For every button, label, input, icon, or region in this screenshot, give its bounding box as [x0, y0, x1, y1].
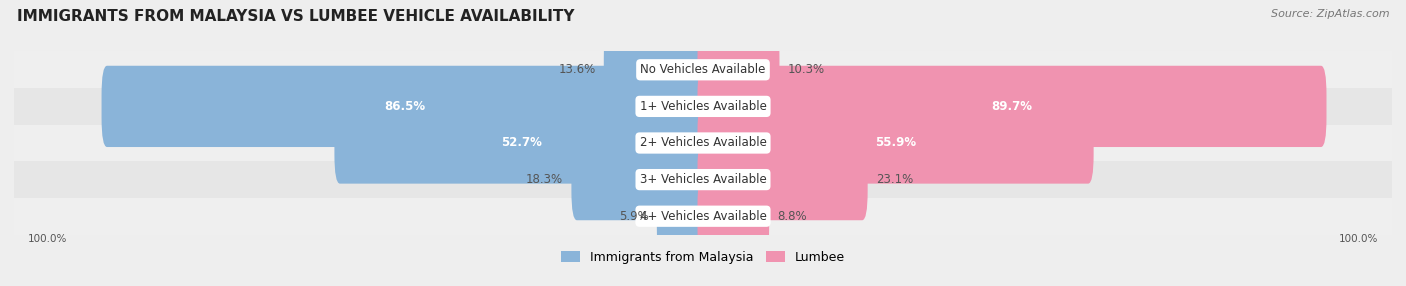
Text: 100.0%: 100.0%: [28, 234, 67, 244]
Text: 55.9%: 55.9%: [875, 136, 917, 150]
FancyBboxPatch shape: [657, 176, 709, 257]
FancyBboxPatch shape: [697, 29, 779, 110]
Text: 23.1%: 23.1%: [876, 173, 912, 186]
Bar: [14, 198, 1392, 235]
Text: 86.5%: 86.5%: [384, 100, 426, 113]
Text: 2+ Vehicles Available: 2+ Vehicles Available: [640, 136, 766, 150]
Text: No Vehicles Available: No Vehicles Available: [640, 63, 766, 76]
FancyBboxPatch shape: [603, 29, 709, 110]
Legend: Immigrants from Malaysia, Lumbee: Immigrants from Malaysia, Lumbee: [557, 246, 849, 269]
Text: 52.7%: 52.7%: [501, 136, 541, 150]
Text: 1+ Vehicles Available: 1+ Vehicles Available: [640, 100, 766, 113]
FancyBboxPatch shape: [697, 176, 769, 257]
Text: 10.3%: 10.3%: [787, 63, 825, 76]
FancyBboxPatch shape: [571, 139, 709, 220]
FancyBboxPatch shape: [697, 102, 1094, 184]
Bar: [14, 51, 1392, 88]
FancyBboxPatch shape: [335, 102, 709, 184]
Text: IMMIGRANTS FROM MALAYSIA VS LUMBEE VEHICLE AVAILABILITY: IMMIGRANTS FROM MALAYSIA VS LUMBEE VEHIC…: [17, 9, 575, 23]
Text: 100.0%: 100.0%: [1339, 234, 1378, 244]
Text: 89.7%: 89.7%: [991, 100, 1032, 113]
FancyBboxPatch shape: [101, 66, 709, 147]
Text: Source: ZipAtlas.com: Source: ZipAtlas.com: [1271, 9, 1389, 19]
Bar: [14, 125, 1392, 161]
Bar: [14, 88, 1392, 125]
FancyBboxPatch shape: [697, 66, 1326, 147]
FancyBboxPatch shape: [697, 139, 868, 220]
Text: 18.3%: 18.3%: [526, 173, 564, 186]
Text: 3+ Vehicles Available: 3+ Vehicles Available: [640, 173, 766, 186]
Text: 4+ Vehicles Available: 4+ Vehicles Available: [640, 210, 766, 223]
Text: 8.8%: 8.8%: [778, 210, 807, 223]
Text: 13.6%: 13.6%: [558, 63, 596, 76]
Bar: [14, 161, 1392, 198]
Text: 5.9%: 5.9%: [619, 210, 648, 223]
